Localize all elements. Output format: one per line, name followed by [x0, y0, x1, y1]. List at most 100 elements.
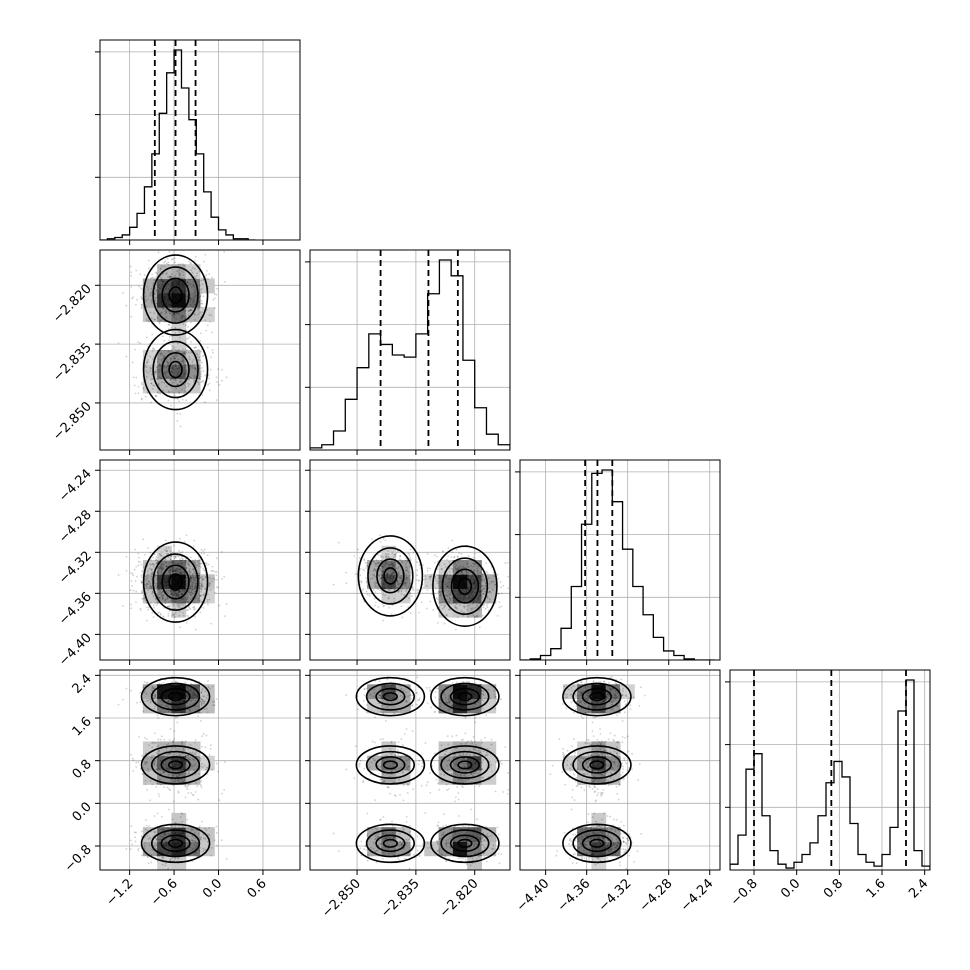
- sample-point: [156, 302, 159, 305]
- sample-point: [181, 592, 184, 595]
- sample-point: [145, 760, 148, 763]
- sample-point: [386, 573, 389, 576]
- sample-point: [179, 764, 182, 766]
- sample-point: [190, 829, 193, 832]
- sample-point: [153, 606, 155, 609]
- sample-point: [190, 577, 193, 580]
- sample-point: [206, 324, 209, 327]
- sample-point: [388, 606, 391, 609]
- sample-point: [470, 579, 473, 581]
- sample-point: [408, 554, 411, 557]
- sample-point: [155, 289, 158, 291]
- sample-point: [170, 696, 173, 699]
- sample-point: [160, 306, 163, 309]
- sample-point: [458, 567, 461, 570]
- sample-point: [193, 606, 196, 608]
- sample-point: [209, 356, 212, 359]
- sample-point: [198, 585, 201, 587]
- sample-point: [170, 749, 172, 752]
- sample-point: [499, 580, 502, 583]
- sample-point: [195, 579, 198, 582]
- sample-point: [169, 552, 172, 554]
- sample-point: [182, 297, 185, 300]
- sample-point: [175, 570, 177, 573]
- sample-point: [153, 754, 155, 757]
- sample-point: [152, 687, 155, 690]
- sample-point: [448, 602, 450, 604]
- sample-point: [188, 783, 190, 786]
- sample-point: [178, 284, 181, 287]
- sample-point: [209, 321, 211, 323]
- sample-point: [200, 711, 203, 714]
- sample-point: [174, 832, 177, 835]
- sample-point: [164, 302, 167, 305]
- sample-point: [164, 694, 167, 697]
- contour-1-0-0-2: [161, 277, 190, 313]
- sample-point: [445, 701, 448, 704]
- sample-point: [171, 836, 174, 838]
- sample-point: [140, 580, 143, 582]
- sample-point: [147, 856, 149, 859]
- sample-point: [153, 732, 156, 735]
- sample-point: [180, 601, 183, 604]
- sample-point: [166, 597, 169, 600]
- sample-point: [463, 582, 466, 585]
- panel-frame-1-1: [309, 249, 511, 451]
- sample-point: [165, 843, 168, 845]
- sample-point: [397, 752, 399, 755]
- sample-point: [172, 345, 174, 348]
- sample-point: [154, 371, 157, 374]
- sample-point: [165, 589, 168, 592]
- contour-2-0-0-1: [152, 553, 199, 611]
- sample-point: [156, 302, 158, 305]
- sample-point: [484, 584, 487, 587]
- sample-point: [200, 784, 202, 787]
- sample-point: [213, 307, 216, 310]
- sample-point: [399, 555, 401, 558]
- sample-point: [472, 588, 475, 591]
- sample-point: [169, 378, 172, 381]
- sample-point: [192, 281, 195, 283]
- sample-point: [198, 356, 201, 359]
- sample-point: [157, 358, 160, 360]
- sample-point: [184, 785, 187, 788]
- sample-point: [175, 574, 178, 577]
- sample-point: [140, 563, 143, 566]
- sample-point: [497, 577, 500, 580]
- sample-point: [125, 555, 128, 558]
- sample-point: [477, 597, 480, 600]
- sample-point: [139, 701, 142, 704]
- sample-point: [460, 575, 463, 578]
- sample-point: [211, 349, 214, 351]
- sample-point: [151, 273, 153, 276]
- sample-point: [200, 698, 203, 701]
- sample-point: [158, 322, 161, 325]
- sample-point: [168, 575, 170, 578]
- sample-point: [170, 378, 173, 381]
- sample-point: [146, 575, 149, 577]
- sample-point: [455, 568, 457, 571]
- sample-point: [479, 590, 482, 593]
- sample-point: [172, 569, 174, 571]
- sample-point: [189, 283, 192, 285]
- sample-point: [158, 297, 161, 300]
- sample-point: [358, 557, 361, 559]
- sample-point: [365, 580, 368, 583]
- sample-point: [176, 579, 179, 581]
- contour-1-0-0-3: [168, 286, 183, 304]
- sample-point: [174, 579, 176, 582]
- density-cell-2-1: [381, 574, 397, 590]
- sample-point: [424, 575, 427, 577]
- sample-point: [157, 575, 160, 578]
- sample-point: [143, 553, 146, 556]
- sample-point: [189, 588, 192, 590]
- sample-point: [168, 303, 171, 306]
- sample-point: [172, 258, 174, 260]
- sample-point: [173, 738, 176, 740]
- sample-point: [158, 854, 161, 857]
- sample-point: [171, 585, 174, 588]
- sample-point: [172, 580, 175, 582]
- sample-point: [180, 588, 183, 591]
- sample-point: [179, 762, 181, 765]
- sample-point: [203, 548, 206, 551]
